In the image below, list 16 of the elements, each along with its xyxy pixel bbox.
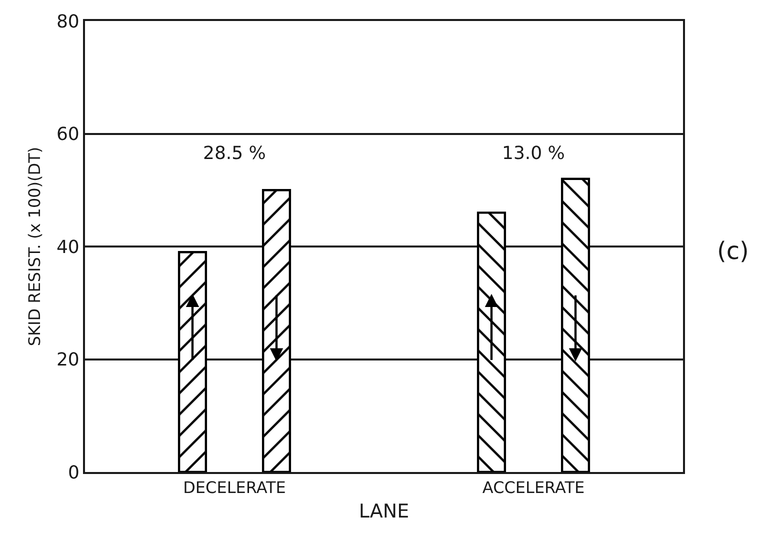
y-axis-title: SKID RESIST. (x 100)(DT) — [24, 146, 44, 346]
x-tick-label: DECELERATE — [183, 478, 286, 498]
y-tick-label: 40 — [56, 236, 80, 258]
bar — [178, 251, 208, 472]
annotation: 28.5 % — [203, 143, 266, 164]
x-axis-title: LANE — [358, 500, 410, 522]
y-tick-label: 60 — [56, 124, 80, 146]
y-tick-label: 80 — [56, 11, 80, 32]
bar — [560, 178, 590, 472]
y-tick-label: 0 — [68, 462, 80, 484]
y-tick-label: 20 — [56, 350, 80, 371]
bar — [476, 212, 506, 472]
annotation: 13.0 % — [502, 143, 565, 164]
text: (c) — [717, 237, 749, 265]
bar — [262, 189, 292, 472]
x-tick-label: ACCELERATE — [482, 478, 585, 498]
